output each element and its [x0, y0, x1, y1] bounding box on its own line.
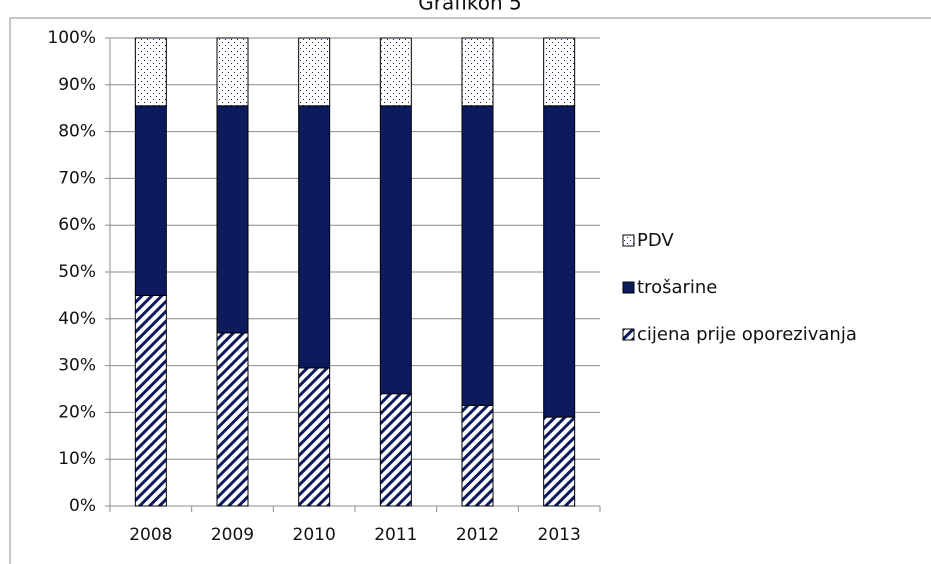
x-tick-label: 2013 — [538, 525, 581, 545]
bar-segment — [379, 37, 412, 107]
y-tick-label: 20% — [58, 402, 96, 422]
legend-swatch — [622, 328, 635, 341]
y-tick-label: 70% — [58, 168, 96, 188]
legend-label: trošarine — [637, 277, 717, 298]
bar-segment — [461, 37, 494, 107]
y-tick-label: 90% — [58, 75, 96, 95]
y-tick-label: 50% — [58, 262, 96, 282]
bar-segment — [134, 294, 167, 507]
y-tick-label: 30% — [58, 356, 96, 376]
bar-segment — [298, 367, 331, 507]
chart-frame — [9, 17, 931, 564]
legend-label: PDV — [637, 230, 674, 251]
x-tick-label: 2011 — [374, 525, 417, 545]
y-tick-label: 80% — [58, 122, 96, 142]
bar-segment — [134, 105, 167, 296]
bar-segment — [216, 37, 249, 107]
x-tick-label: 2012 — [456, 525, 499, 545]
x-tick-label: 2010 — [293, 525, 336, 545]
bar-segment — [543, 105, 576, 418]
bar-segment — [543, 416, 576, 507]
y-tick-label: 100% — [47, 28, 96, 48]
bar-segment — [134, 37, 167, 107]
legend-swatch — [622, 234, 635, 247]
bar-segment — [543, 37, 576, 107]
y-tick-label: 10% — [58, 449, 96, 469]
chart-title: Grafikon 5 — [418, 0, 521, 15]
bar-segment — [461, 404, 494, 507]
legend-label: cijena prije oporezivanja — [637, 324, 857, 345]
legend-swatch — [622, 281, 635, 294]
bar-segment — [461, 105, 494, 406]
bar-segment — [379, 105, 412, 395]
x-tick-label: 2008 — [129, 525, 172, 545]
bar-segment — [298, 105, 331, 369]
y-tick-label: 40% — [58, 309, 96, 329]
y-tick-label: 60% — [58, 215, 96, 235]
x-tick-label: 2009 — [211, 525, 254, 545]
bar-segment — [298, 37, 331, 107]
bar-segment — [216, 105, 249, 334]
bar-segment — [216, 332, 249, 507]
y-tick-label: 0% — [69, 496, 96, 516]
bar-segment — [379, 393, 412, 507]
